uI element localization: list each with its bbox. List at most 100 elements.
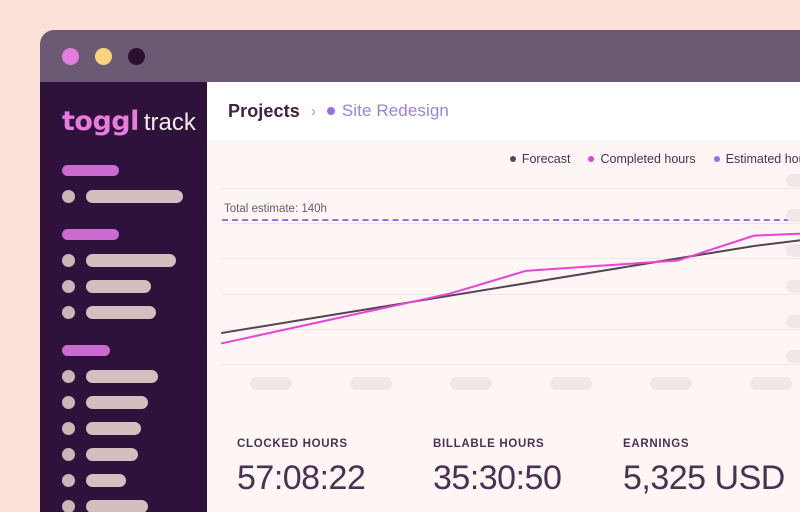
total-estimate-label: Total estimate: 140h — [224, 203, 327, 216]
logo-product: track — [143, 109, 196, 136]
sidebar-item-label-placeholder — [86, 422, 141, 435]
legend-item-forecast[interactable]: Forecast — [509, 152, 571, 166]
sidebar-item-label-placeholder — [86, 396, 148, 409]
sidebar-group-header-placeholder — [62, 345, 110, 356]
gridline — [222, 293, 800, 295]
stat-label: EARNINGS — [623, 438, 690, 450]
breadcrumb-root-link[interactable]: Projects — [228, 100, 300, 121]
main-content: Projects › Site Redesign Forecast Complet… — [207, 82, 800, 512]
gridline — [222, 188, 800, 189]
x-axis-tick-placeholder — [650, 377, 693, 390]
sidebar-item[interactable] — [62, 448, 207, 461]
toggl-track-logo[interactable]: toggl track — [62, 106, 207, 137]
sidebar-item-icon — [62, 190, 75, 203]
sidebar-item-label-placeholder — [86, 190, 183, 203]
sidebar-item-label-placeholder — [86, 254, 176, 267]
sidebar-item[interactable] — [62, 254, 207, 267]
sidebar-item[interactable] — [62, 280, 207, 293]
sidebar-item-icon — [62, 370, 75, 383]
breadcrumb-separator-icon: › — [310, 102, 316, 120]
sidebar-item[interactable] — [62, 474, 207, 487]
legend-item-completed-hours[interactable]: Completed hours — [588, 152, 696, 166]
maximize-dot[interactable] — [128, 47, 145, 65]
stat-card: CLOCKED HOURS 57:08:22 — [207, 438, 403, 512]
sidebar-item-label-placeholder — [86, 370, 158, 383]
series-line-completed-hours — [222, 233, 800, 344]
sidebar-group-header-placeholder — [62, 165, 119, 176]
sidebar-item-icon — [62, 396, 75, 409]
sidebar-item-icon — [62, 474, 75, 487]
chart-series — [222, 188, 800, 364]
project-color-dot — [326, 107, 335, 115]
sidebar-group-0 — [40, 165, 207, 203]
minimize-dot[interactable] — [95, 47, 112, 65]
window-titlebar — [40, 30, 800, 82]
gridline — [222, 364, 800, 365]
stat-value: 5,325 USD — [623, 459, 785, 497]
sidebar-item[interactable] — [62, 500, 207, 512]
sidebar-item-icon — [62, 448, 75, 461]
sidebar-nav-groups — [40, 165, 207, 512]
x-axis-tick-placeholders — [222, 377, 793, 390]
sidebar-item[interactable] — [62, 422, 207, 435]
sidebar-item[interactable] — [62, 370, 207, 383]
sidebar-item-icon — [62, 280, 75, 293]
y-axis-tick-placeholder — [786, 314, 800, 328]
window-body: toggl track Projects › Site Redesign For… — [40, 82, 800, 512]
legend-color-dot — [509, 156, 516, 162]
sidebar-item[interactable] — [62, 396, 207, 409]
sidebar-item-label-placeholder — [86, 500, 148, 512]
sidebar-item-label-placeholder — [86, 448, 138, 461]
y-axis-tick-placeholders — [780, 174, 800, 364]
x-axis-tick-placeholder — [750, 377, 793, 390]
stat-label: BILLABLE HOURS — [433, 438, 545, 450]
series-line-forecast — [222, 237, 800, 333]
y-axis-tick-placeholder — [786, 209, 800, 223]
x-axis-tick-placeholder — [550, 377, 593, 390]
y-axis-tick-placeholder — [786, 174, 800, 187]
logo-brand: toggl — [62, 106, 139, 137]
chart-plot-area: Total estimate: 140h — [222, 188, 800, 365]
gridline — [222, 328, 800, 330]
sidebar-group-header-placeholder — [62, 229, 119, 240]
sidebar-item-label-placeholder — [86, 474, 126, 487]
sidebar-item[interactable] — [62, 306, 207, 319]
breadcrumb-current-label: Site Redesign — [341, 101, 449, 120]
legend-color-dot — [713, 156, 720, 162]
sidebar-item-icon — [62, 500, 75, 512]
x-axis-tick-placeholder — [449, 377, 492, 390]
y-axis-tick-placeholder — [786, 279, 800, 293]
sidebar-group-2 — [40, 345, 207, 512]
sidebar-item-icon — [62, 422, 75, 435]
sidebar-group-1 — [40, 229, 207, 319]
legend-label: Forecast — [521, 152, 571, 166]
gridline — [222, 223, 800, 225]
sidebar: toggl track — [40, 82, 207, 512]
y-axis-tick-placeholder — [786, 244, 800, 258]
stat-label: CLOCKED HOURS — [237, 438, 348, 450]
legend-color-dot — [588, 156, 595, 162]
app-window: toggl track Projects › Site Redesign For… — [40, 30, 800, 512]
sidebar-item-icon — [62, 306, 75, 319]
x-axis-tick-placeholder — [249, 377, 292, 390]
legend-label: Estimated hours — [725, 152, 800, 166]
close-dot[interactable] — [62, 47, 79, 65]
stat-card: EARNINGS 5,325 USD — [593, 438, 800, 512]
total-estimate-dashed-line — [222, 219, 800, 222]
stat-value: 35:30:50 — [433, 459, 562, 497]
sidebar-item-label-placeholder — [86, 306, 156, 319]
breadcrumb: Projects › Site Redesign — [207, 82, 800, 140]
gridline — [222, 258, 800, 260]
x-axis-tick-placeholder — [349, 377, 392, 390]
legend-item-estimated-hours[interactable]: Estimated hours — [713, 152, 800, 166]
chart-legend: Forecast Completed hours Estimated hours — [509, 152, 800, 166]
stat-card: BILLABLE HOURS 35:30:50 — [403, 438, 593, 512]
y-axis-tick-placeholder — [786, 350, 800, 363]
stat-value: 57:08:22 — [237, 459, 366, 497]
breadcrumb-current-item[interactable]: Site Redesign — [326, 101, 449, 121]
sidebar-item-icon — [62, 254, 75, 267]
sidebar-item[interactable] — [62, 190, 207, 203]
sidebar-item-label-placeholder — [86, 280, 151, 293]
project-chart: Forecast Completed hours Estimated hours T… — [207, 140, 800, 412]
project-stats: CLOCKED HOURS 57:08:22 BILLABLE HOURS 35:30… — [207, 412, 800, 512]
